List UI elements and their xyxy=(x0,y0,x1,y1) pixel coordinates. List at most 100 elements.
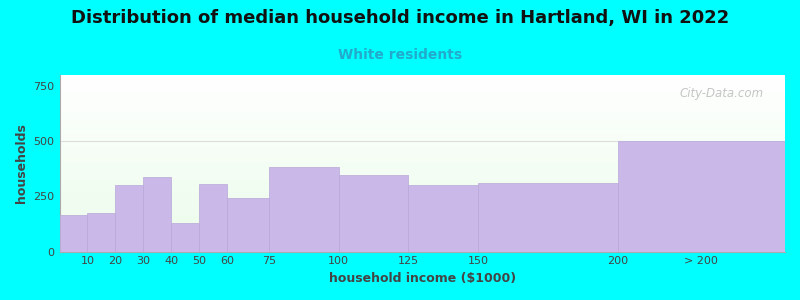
Bar xyxy=(59,206,785,207)
Bar xyxy=(59,195,785,196)
Bar xyxy=(59,161,785,162)
Bar xyxy=(59,192,785,193)
Bar xyxy=(59,201,785,202)
Bar xyxy=(59,129,785,130)
Bar xyxy=(59,92,785,93)
Bar xyxy=(59,94,785,95)
Bar xyxy=(59,109,785,110)
Bar xyxy=(59,249,785,250)
Bar xyxy=(227,197,269,252)
Bar xyxy=(59,172,785,173)
Bar xyxy=(59,169,785,170)
Bar xyxy=(59,232,785,233)
Bar xyxy=(59,251,785,252)
Bar xyxy=(59,121,785,122)
Bar xyxy=(59,110,785,111)
Bar xyxy=(59,200,785,201)
Bar xyxy=(59,208,785,209)
Bar xyxy=(59,97,785,98)
Bar xyxy=(59,118,785,119)
Bar xyxy=(59,111,785,112)
Bar xyxy=(59,207,785,208)
Bar xyxy=(59,233,785,234)
Bar xyxy=(59,114,785,115)
Bar xyxy=(59,196,785,197)
Bar xyxy=(59,248,785,249)
Bar xyxy=(59,132,785,133)
Bar xyxy=(59,93,785,94)
Bar xyxy=(618,141,785,252)
Bar xyxy=(59,123,785,124)
Bar xyxy=(59,104,785,105)
Bar xyxy=(59,177,785,178)
Bar xyxy=(59,190,785,191)
Bar xyxy=(59,149,785,150)
Bar xyxy=(59,183,785,184)
Bar xyxy=(59,112,785,113)
Bar xyxy=(59,226,785,227)
Bar xyxy=(59,138,785,139)
Bar xyxy=(59,83,785,84)
Bar xyxy=(59,240,785,241)
Bar xyxy=(59,179,785,180)
Bar xyxy=(59,106,785,107)
Bar xyxy=(59,176,785,177)
Bar xyxy=(59,202,785,203)
Bar xyxy=(59,215,87,252)
Bar xyxy=(59,140,785,141)
Bar xyxy=(59,124,785,125)
Bar xyxy=(59,148,785,149)
Bar xyxy=(269,167,338,252)
Bar xyxy=(87,213,115,252)
Bar xyxy=(59,91,785,92)
Bar xyxy=(59,216,785,217)
Bar xyxy=(59,164,785,165)
Bar xyxy=(59,143,785,144)
Bar xyxy=(59,131,785,132)
Bar xyxy=(59,141,785,142)
Bar xyxy=(59,217,785,218)
Bar xyxy=(59,135,785,136)
Bar xyxy=(59,212,785,213)
Bar xyxy=(59,130,785,131)
Bar xyxy=(59,102,785,103)
Bar xyxy=(59,147,785,148)
Bar xyxy=(59,227,785,228)
Bar xyxy=(59,219,785,220)
Bar xyxy=(59,218,785,219)
Bar xyxy=(59,193,785,194)
Bar xyxy=(59,170,785,171)
Bar xyxy=(59,151,785,152)
Bar xyxy=(59,99,785,100)
Bar xyxy=(59,75,785,76)
Bar xyxy=(59,210,785,211)
Bar xyxy=(59,174,785,175)
Bar xyxy=(59,246,785,247)
Bar xyxy=(59,150,785,151)
Bar xyxy=(59,214,785,215)
Bar xyxy=(59,235,785,236)
Bar xyxy=(59,185,785,186)
Bar xyxy=(59,116,785,117)
Bar xyxy=(59,136,785,137)
Bar xyxy=(59,194,785,195)
Bar xyxy=(59,107,785,108)
Bar xyxy=(59,103,785,104)
Bar xyxy=(59,234,785,235)
Bar xyxy=(59,223,785,224)
Bar xyxy=(115,185,143,252)
Bar xyxy=(59,221,785,222)
Bar xyxy=(59,169,785,170)
Bar xyxy=(59,225,785,226)
Bar xyxy=(59,89,785,90)
Bar xyxy=(59,122,785,123)
Bar xyxy=(199,184,227,252)
Bar xyxy=(59,90,785,91)
Bar xyxy=(59,137,785,138)
Bar xyxy=(59,241,785,242)
Bar xyxy=(59,197,785,198)
Bar xyxy=(59,204,785,205)
Bar xyxy=(59,228,785,229)
Bar xyxy=(59,134,785,135)
Bar xyxy=(59,220,785,221)
